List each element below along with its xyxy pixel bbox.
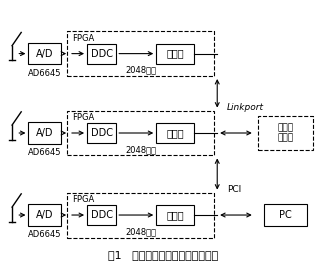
Bar	[156, 123, 194, 143]
Bar	[28, 122, 61, 144]
Bar	[156, 44, 194, 64]
Text: A/D: A/D	[36, 128, 53, 138]
Bar	[87, 44, 116, 64]
Bar	[258, 116, 313, 150]
Text: 2048信道: 2048信道	[125, 145, 156, 154]
Text: 信道化: 信道化	[166, 49, 184, 59]
Bar	[28, 205, 61, 226]
Text: AD6645: AD6645	[28, 69, 61, 78]
Text: 信道化: 信道化	[166, 128, 184, 138]
Text: FPGA: FPGA	[72, 195, 95, 204]
Text: DDC: DDC	[91, 128, 112, 138]
Text: PC: PC	[279, 210, 292, 220]
Text: AD6645: AD6645	[28, 148, 61, 157]
Text: AD6645: AD6645	[28, 230, 61, 239]
Text: 2048信道: 2048信道	[125, 66, 156, 75]
Bar	[67, 110, 214, 156]
Bar	[265, 205, 307, 226]
Bar	[67, 31, 214, 76]
Bar	[87, 123, 116, 143]
Text: 2048信道: 2048信道	[125, 227, 156, 236]
Text: 下一级
处理板: 下一级 处理板	[278, 123, 294, 143]
Bar	[28, 43, 61, 64]
Bar	[156, 205, 194, 225]
Bar	[67, 193, 214, 238]
Text: Linkport: Linkport	[227, 103, 264, 112]
Text: FPGA: FPGA	[72, 113, 95, 122]
Text: 图1   信道化阵列接收机的系统框图: 图1 信道化阵列接收机的系统框图	[108, 250, 219, 260]
Text: A/D: A/D	[36, 210, 53, 220]
Bar	[87, 205, 116, 225]
Text: FPGA: FPGA	[72, 34, 95, 43]
Text: DDC: DDC	[91, 49, 112, 59]
Text: 信道化: 信道化	[166, 210, 184, 220]
Text: PCI: PCI	[227, 185, 241, 194]
Text: DDC: DDC	[91, 210, 112, 220]
Text: A/D: A/D	[36, 49, 53, 59]
